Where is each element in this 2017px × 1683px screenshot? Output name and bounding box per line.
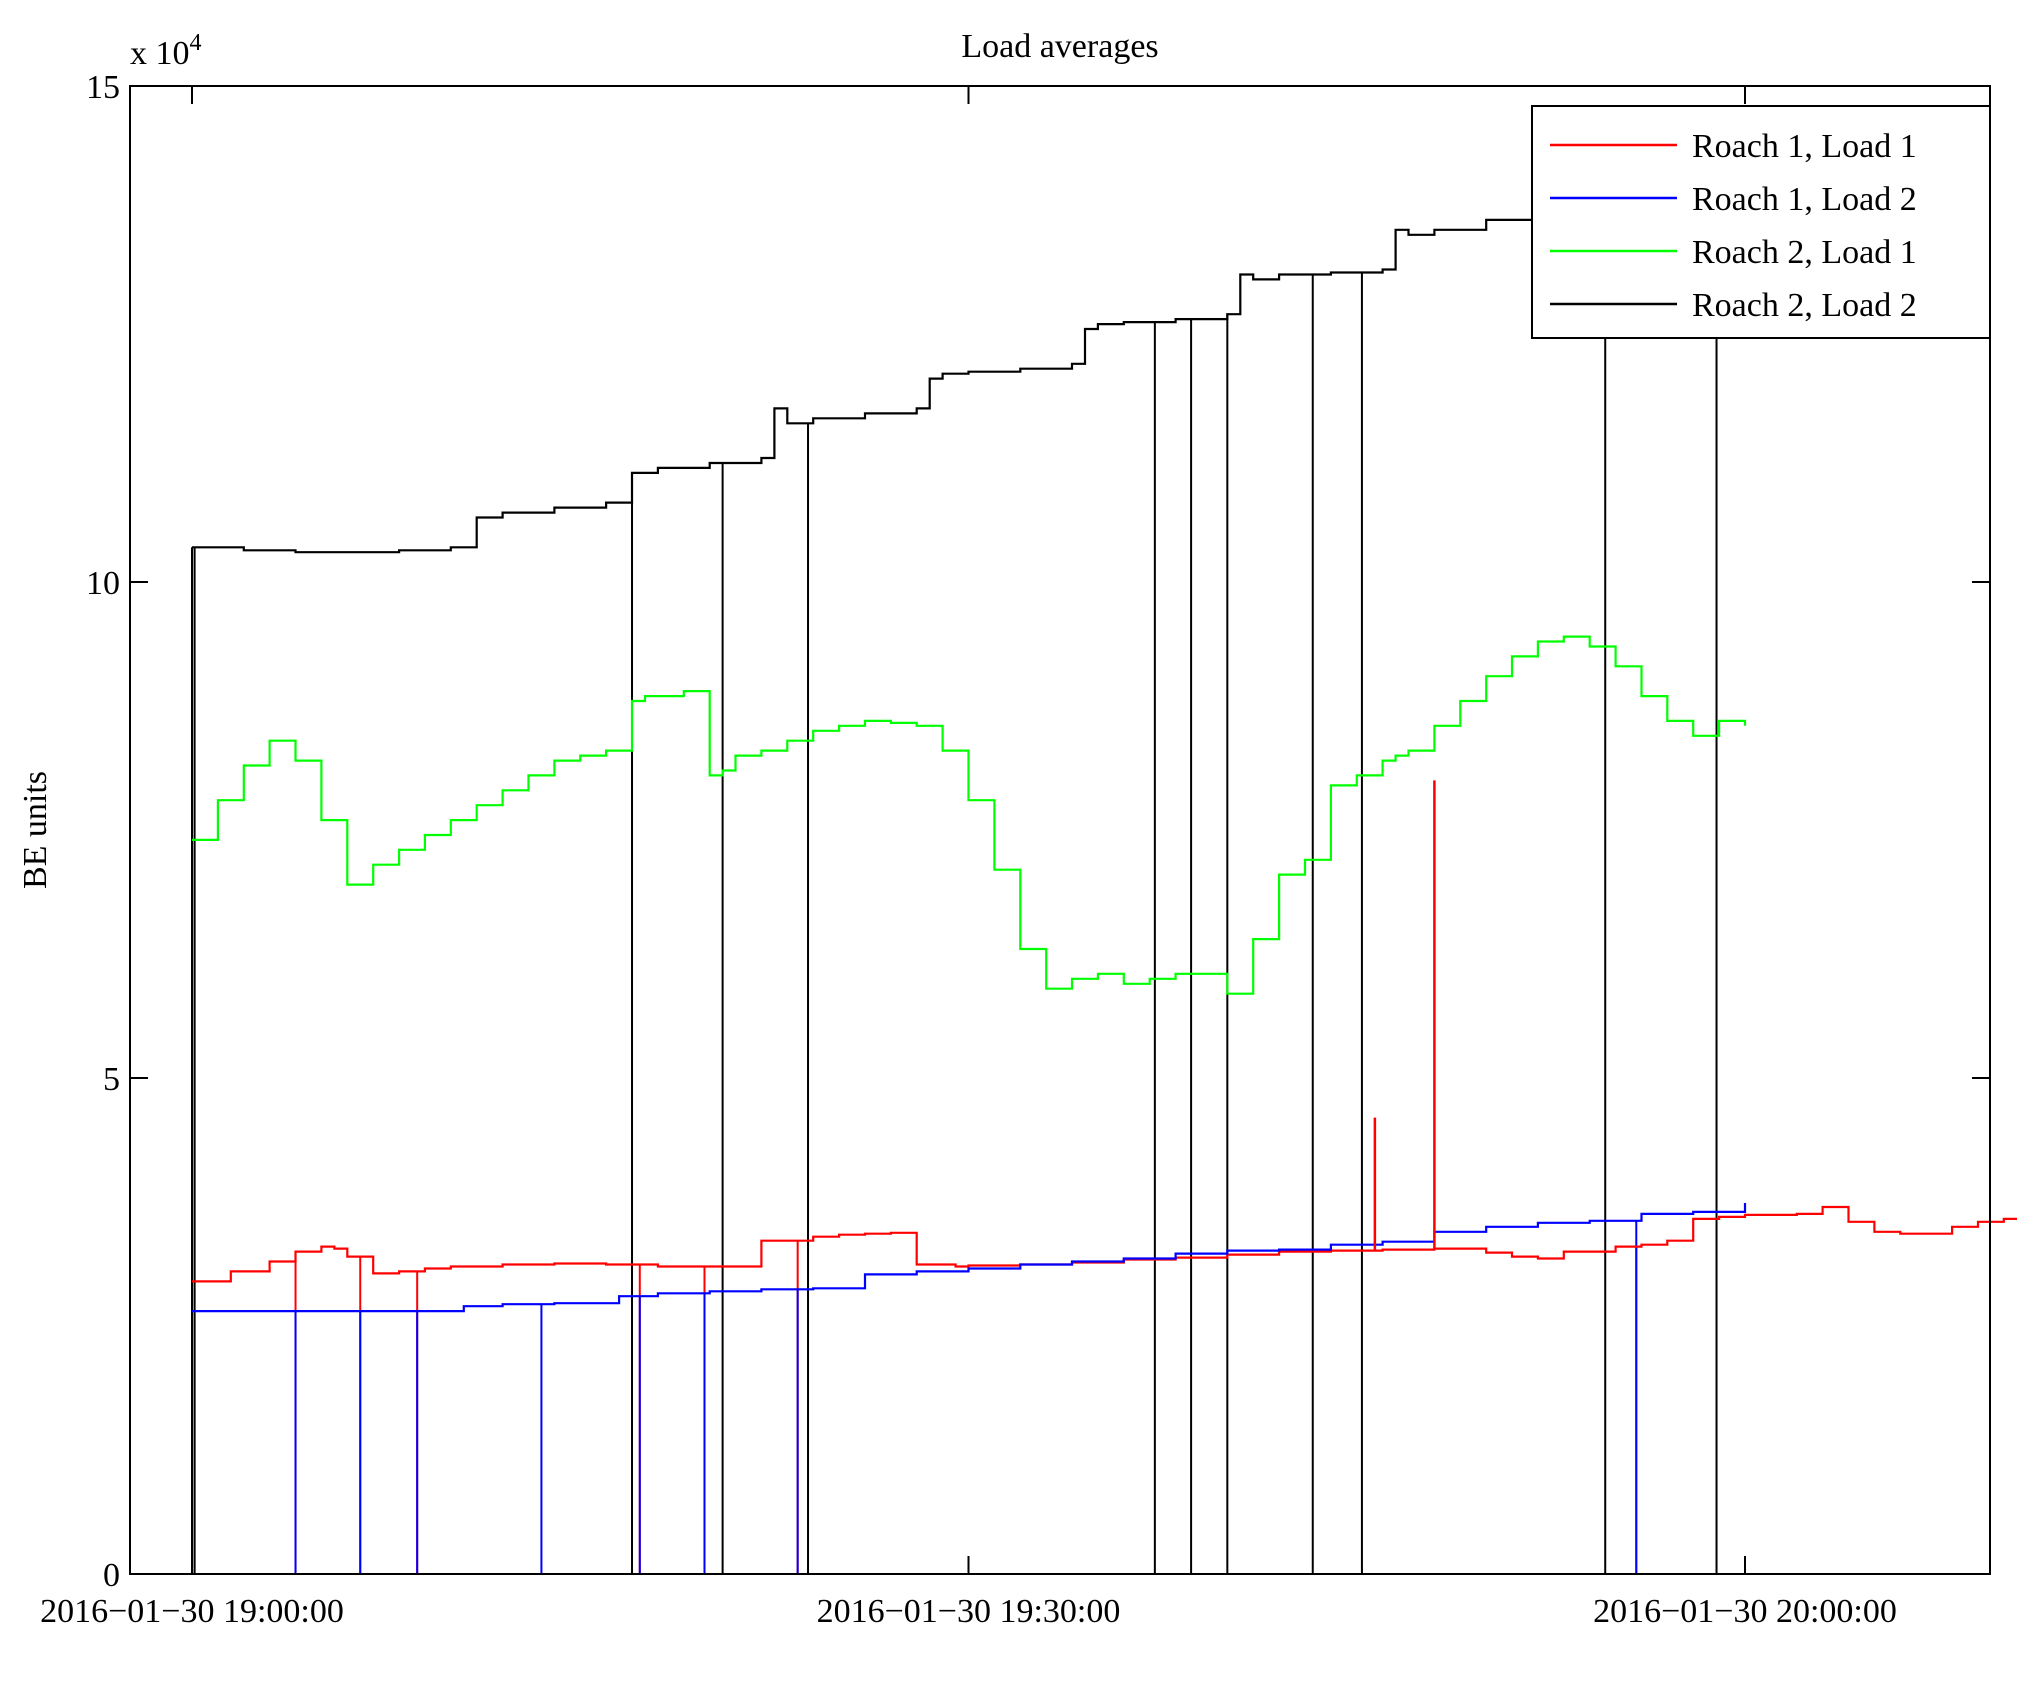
plot-frame xyxy=(129,85,1991,1575)
series-line-roach-2-load-2 xyxy=(192,190,1747,554)
y-axis-exponent-base: x 10 xyxy=(130,35,190,72)
chart-title: Load averages xyxy=(961,28,1158,65)
x-tick-label-1: 2016−01−30 19:30:00 xyxy=(817,1593,1121,1630)
y-axis-label: BE units xyxy=(17,771,54,889)
legend: Roach 1, Load 1 Roach 1, Load 2 Roach 2, L… xyxy=(1531,105,1991,339)
y-axis-exponent: x 104 xyxy=(130,30,202,72)
series-line-roach-1-load-1 xyxy=(192,1205,2017,1283)
y-axis-exponent-power: 4 xyxy=(190,30,202,56)
legend-label-roach-2-load-2: Roach 2, Load 2 xyxy=(1692,287,1917,324)
y-tick-label-2: 10 xyxy=(86,565,120,602)
legend-label-roach-2-load-1: Roach 2, Load 1 xyxy=(1692,234,1917,271)
axis-tick-labels: 0 5 10 15 2016−01−30 19:00:00 2016−01−30 19:3… xyxy=(40,69,1897,1630)
y-tick-label-3: 15 xyxy=(86,69,120,106)
series-line-roach-1-load-2 xyxy=(192,1203,1747,1313)
legend-label-roach-1-load-1: Roach 1, Load 1 xyxy=(1692,128,1917,165)
y-tick-label-1: 5 xyxy=(103,1061,120,1098)
y-tick-label-0: 0 xyxy=(103,1557,120,1594)
x-tick-label-2: 2016−01−30 20:00:00 xyxy=(1593,1593,1897,1630)
legend-label-roach-1-load-2: Roach 1, Load 2 xyxy=(1692,181,1917,218)
x-tick-label-0: 2016−01−30 19:00:00 xyxy=(40,1593,344,1630)
plot-area xyxy=(191,190,2017,1574)
series-line-roach-2-load-1 xyxy=(192,635,1747,995)
